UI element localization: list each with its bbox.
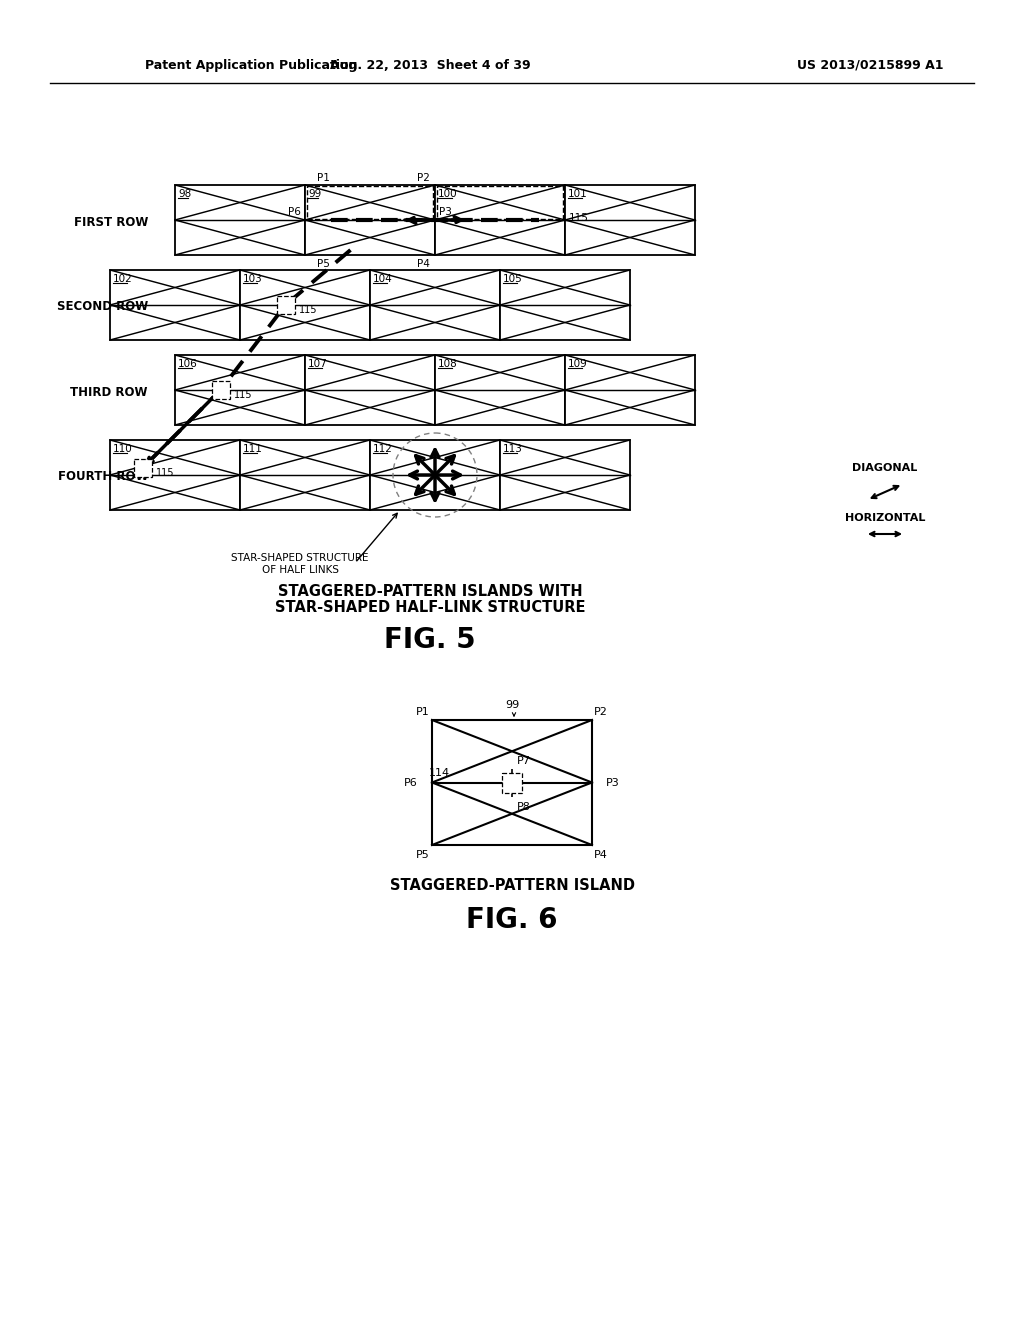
Text: 112: 112 — [373, 444, 393, 454]
Bar — [500, 271, 630, 341]
Text: P4: P4 — [594, 850, 608, 861]
Bar — [305, 185, 435, 255]
Bar — [175, 185, 305, 255]
Text: 115: 115 — [569, 213, 589, 223]
Text: FIRST ROW: FIRST ROW — [74, 215, 148, 228]
Bar — [305, 355, 435, 425]
Bar — [240, 271, 370, 341]
Text: STAR-SHAPED STRUCTURE: STAR-SHAPED STRUCTURE — [231, 553, 369, 564]
Text: Patent Application Publication: Patent Application Publication — [145, 58, 357, 71]
Text: 100: 100 — [438, 189, 458, 199]
Text: Aug. 22, 2013  Sheet 4 of 39: Aug. 22, 2013 Sheet 4 of 39 — [330, 58, 530, 71]
Bar — [370, 440, 500, 510]
Text: P3: P3 — [439, 207, 452, 216]
Text: 106: 106 — [178, 359, 198, 370]
Bar — [435, 185, 565, 255]
Bar — [432, 719, 592, 845]
Text: FIG. 6: FIG. 6 — [466, 906, 558, 935]
Text: P7: P7 — [517, 755, 530, 766]
Text: P5: P5 — [416, 850, 430, 861]
Text: P2: P2 — [594, 708, 608, 717]
Text: 113: 113 — [503, 444, 523, 454]
Bar — [437, 186, 563, 219]
Text: 107: 107 — [308, 359, 328, 370]
Text: P1: P1 — [316, 173, 330, 183]
Bar — [276, 296, 295, 314]
Text: P8: P8 — [517, 801, 530, 812]
Text: P6: P6 — [288, 207, 301, 216]
Text: US 2013/0215899 A1: US 2013/0215899 A1 — [797, 58, 943, 71]
Text: STAGGERED-PATTERN ISLANDS WITH: STAGGERED-PATTERN ISLANDS WITH — [278, 585, 583, 599]
Bar — [133, 459, 152, 477]
Text: DIAGONAL: DIAGONAL — [852, 463, 918, 473]
Text: P6: P6 — [404, 777, 418, 788]
Text: STAR-SHAPED HALF-LINK STRUCTURE: STAR-SHAPED HALF-LINK STRUCTURE — [274, 601, 586, 615]
Text: STAGGERED-PATTERN ISLAND: STAGGERED-PATTERN ISLAND — [389, 878, 635, 892]
Text: 115: 115 — [233, 389, 252, 400]
Bar — [175, 355, 305, 425]
Bar — [565, 355, 695, 425]
Text: 99: 99 — [308, 189, 322, 199]
Text: OF HALF LINKS: OF HALF LINKS — [261, 565, 339, 576]
Text: P1: P1 — [416, 708, 430, 717]
Text: 98: 98 — [178, 189, 191, 199]
Bar — [110, 271, 240, 341]
Text: 111: 111 — [243, 444, 263, 454]
Bar — [565, 185, 695, 255]
Text: 114: 114 — [429, 767, 450, 777]
Text: P4: P4 — [417, 259, 429, 269]
Text: HORIZONTAL: HORIZONTAL — [845, 513, 926, 523]
Text: SECOND ROW: SECOND ROW — [56, 301, 148, 314]
Bar — [435, 355, 565, 425]
Text: 105: 105 — [503, 275, 522, 284]
Text: 109: 109 — [568, 359, 588, 370]
Bar — [212, 381, 229, 399]
Text: 102: 102 — [113, 275, 133, 284]
Text: P3: P3 — [606, 777, 620, 788]
Text: P5: P5 — [316, 259, 330, 269]
Text: FIG. 5: FIG. 5 — [384, 626, 476, 653]
Text: THIRD ROW: THIRD ROW — [71, 385, 148, 399]
Text: 103: 103 — [243, 275, 263, 284]
Bar — [110, 440, 240, 510]
Text: 115: 115 — [299, 305, 317, 315]
Text: FOURTH ROW: FOURTH ROW — [57, 470, 148, 483]
Text: 99: 99 — [505, 700, 519, 710]
Text: 110: 110 — [113, 444, 133, 454]
Bar — [370, 271, 500, 341]
Bar — [500, 440, 630, 510]
Text: P2: P2 — [417, 173, 429, 183]
Text: 115: 115 — [156, 469, 174, 478]
Bar — [502, 772, 522, 792]
Text: 108: 108 — [438, 359, 458, 370]
Text: 104: 104 — [373, 275, 393, 284]
Bar — [240, 440, 370, 510]
Bar — [307, 186, 433, 219]
Text: 101: 101 — [568, 189, 588, 199]
